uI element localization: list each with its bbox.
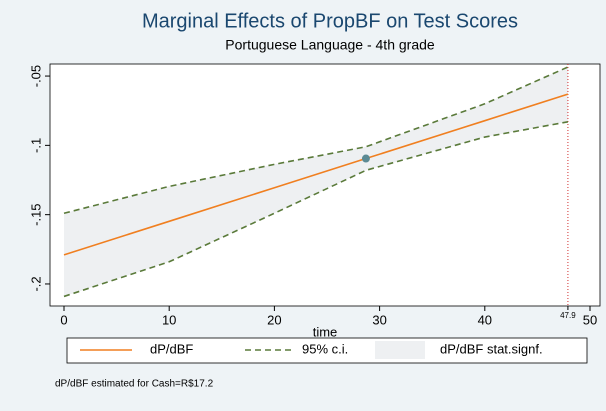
legend-label: dP/dBF (150, 341, 193, 356)
ci-band (63, 67, 568, 297)
legend-swatch (375, 341, 425, 359)
x-tick-label: 20 (267, 312, 281, 327)
estimate-line (63, 93, 569, 256)
x-tick-label: 50 (583, 312, 597, 327)
note: dP/dBF estimated for Cash=R$17.2 (55, 379, 214, 390)
x-tick-label: 30 (372, 312, 386, 327)
y-tick-label: -.05 (28, 65, 43, 87)
x-tick-label: 0 (60, 312, 67, 327)
legend-label: 95% c.i. (302, 341, 348, 356)
x-tick-label: 47.9 (560, 311, 576, 320)
y-tick-label: -.15 (28, 203, 43, 225)
ci-upper (63, 66, 569, 215)
point (361, 154, 370, 163)
legend-label: dP/dBF stat.signf. (440, 341, 543, 356)
x-tick-label: 40 (478, 312, 492, 327)
chart-subtitle: Portuguese Language - 4th grade (225, 37, 435, 53)
y-tick-label: -.2 (28, 276, 43, 291)
legend (66, 337, 588, 364)
y-tick-label: -.1 (28, 138, 43, 153)
chart-title: Marginal Effects of PropBF on Test Score… (142, 10, 518, 32)
x-tick-label: 10 (162, 312, 176, 327)
x-axis-label: time (313, 324, 338, 339)
ci-lower (63, 121, 569, 298)
